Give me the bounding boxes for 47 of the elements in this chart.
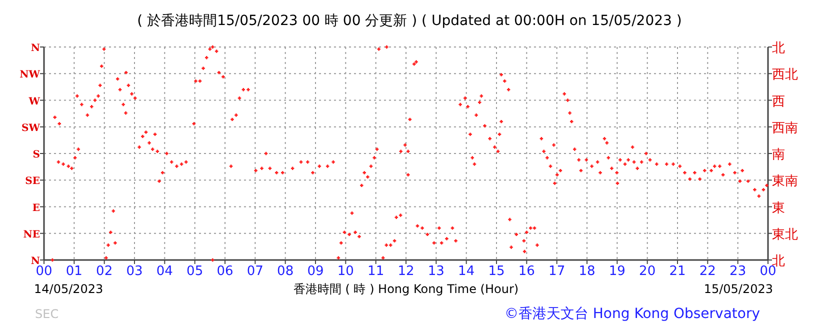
x-tick-label: 22 xyxy=(699,264,716,279)
x-tick-label: 19 xyxy=(608,264,626,279)
x-tick-label: 04 xyxy=(156,264,173,279)
x-axis-title: 香港時間 ( 時 ) Hong Kong Time (Hour) xyxy=(293,282,519,296)
x-tick-label: 18 xyxy=(578,264,596,279)
x-tick-label: 12 xyxy=(398,264,414,279)
x-tick-label: 23 xyxy=(730,264,746,279)
text: ©香港天文台 Hong Kong Observatory xyxy=(504,306,760,322)
x-tick-label: 21 xyxy=(669,264,686,279)
x-tick-label: 17 xyxy=(548,264,566,279)
text: 東北 xyxy=(772,227,798,242)
text: W xyxy=(28,96,41,108)
text: 西 xyxy=(772,94,785,110)
text: NE xyxy=(23,229,40,240)
x-tick-label: 05 xyxy=(186,264,204,279)
x-tick-label: 20 xyxy=(639,264,656,279)
text: SE xyxy=(25,176,40,188)
text: E xyxy=(32,202,40,214)
x-tick-label: 15 xyxy=(488,264,505,279)
text: N xyxy=(30,43,40,54)
text: 西南 xyxy=(772,120,798,136)
chart-title: ( 於香港時間15/05/2023 00 時 00 分更新 ) ( Updated at 00:00H on 15/05/2023 ) xyxy=(137,13,682,29)
text: 西北 xyxy=(772,68,798,83)
x-tick-label: 14 xyxy=(458,264,475,279)
text: NW xyxy=(20,70,41,81)
text: 15/05/2023 xyxy=(704,282,773,296)
x-tick-label: 03 xyxy=(126,264,143,279)
x-tick-label: 08 xyxy=(277,264,294,279)
x-tick-label: 11 xyxy=(368,264,384,279)
x-tick-label: 00 xyxy=(36,264,52,279)
text: N xyxy=(30,256,40,267)
x-tick-label: 01 xyxy=(66,264,82,279)
text: 東 xyxy=(772,200,785,216)
x-tick-label: 13 xyxy=(428,264,444,279)
text: S xyxy=(32,150,40,160)
x-tick-label: 16 xyxy=(518,264,535,279)
text: SEC xyxy=(35,307,59,321)
text: 南 xyxy=(772,148,785,162)
x-tick-label: 06 xyxy=(216,264,234,279)
x-tick-label: 10 xyxy=(337,264,354,279)
x-tick-label: 02 xyxy=(96,264,113,279)
text: 北 xyxy=(772,41,785,56)
x-tick-label: 07 xyxy=(246,264,264,279)
text: SW xyxy=(22,122,41,134)
text: 東南 xyxy=(772,174,798,190)
x-tick-label: 09 xyxy=(307,264,324,279)
text: 14/05/2023 xyxy=(34,282,104,296)
